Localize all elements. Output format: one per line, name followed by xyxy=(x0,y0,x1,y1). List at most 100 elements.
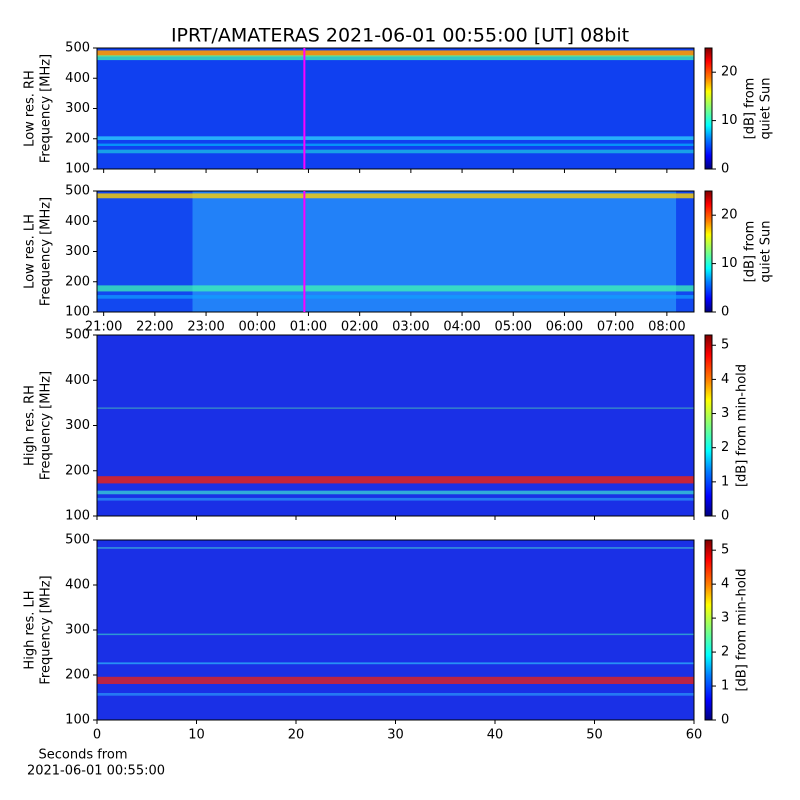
x-tick-label: 03:00 xyxy=(392,320,429,335)
heatmap-texture xyxy=(97,476,694,484)
colorbar-tick-label: 3 xyxy=(721,406,729,421)
y-axis-label: Frequency [MHz] xyxy=(39,371,54,480)
colorbar-tick-label: 10 xyxy=(721,113,738,128)
y-tick-label: 300 xyxy=(65,244,90,259)
x-tick-label: 01:00 xyxy=(290,320,327,335)
y-tick-label: 300 xyxy=(65,101,90,116)
colorbar-label: quiet Sun xyxy=(759,220,774,282)
y-tick-label: 400 xyxy=(65,71,90,86)
colorbar-label: [dB] from min-hold xyxy=(735,364,750,487)
y-tick-label: 200 xyxy=(65,131,90,146)
colorbar-tick-label: 0 xyxy=(721,509,729,524)
x-tick-label: 20 xyxy=(288,728,305,743)
colorbar-label: quiet Sun xyxy=(759,77,774,139)
x-tick-label: 60 xyxy=(686,728,703,743)
heatmap-texture xyxy=(97,490,694,495)
x-tick-label: 06:00 xyxy=(546,320,583,335)
y-tick-label: 400 xyxy=(65,578,90,593)
heatmap-texture xyxy=(97,55,694,61)
x-tick-label: 00:00 xyxy=(239,320,276,335)
colorbar-tick-label: 5 xyxy=(721,338,729,353)
x-tick-label: 04:00 xyxy=(443,320,480,335)
y-tick-label: 200 xyxy=(65,463,90,478)
colorbar-tick-label: 10 xyxy=(721,256,738,271)
y-tick-label: 200 xyxy=(65,668,90,683)
x-tick-label: 40 xyxy=(487,728,504,743)
colorbar-tick-label: 0 xyxy=(721,713,729,728)
colorbar-label: [dB] from xyxy=(743,78,758,140)
heatmap-texture xyxy=(97,676,694,684)
y-tick-label: 300 xyxy=(65,623,90,638)
y-tick-label: 500 xyxy=(65,328,90,343)
y-axis-label: Frequency [MHz] xyxy=(39,575,54,684)
y-axis-label: High res. LH xyxy=(23,590,38,669)
heatmap-texture xyxy=(97,285,694,292)
heatmap-texture xyxy=(97,407,694,409)
x-tick-label: 0 xyxy=(93,728,101,743)
x-tick-label: 08:00 xyxy=(648,320,685,335)
title: IPRT/AMATERAS 2021-06-01 00:55:00 [UT] 0… xyxy=(171,25,629,47)
heatmap-texture xyxy=(97,295,694,299)
colorbar-tick-label: 1 xyxy=(721,474,729,489)
y-tick-label: 100 xyxy=(65,509,90,524)
heatmap-texture xyxy=(97,547,694,549)
colorbar-label: [dB] from min-hold xyxy=(735,568,750,691)
x-tick-label: 05:00 xyxy=(495,320,532,335)
colorbar-tick-label: 4 xyxy=(721,372,729,387)
colorbar-tick-label: 20 xyxy=(721,208,738,223)
x-tick-label: 23:00 xyxy=(187,320,224,335)
heatmap-texture xyxy=(192,191,677,312)
heatmap-texture xyxy=(97,693,694,696)
heatmap-texture xyxy=(97,497,694,501)
heatmap-texture xyxy=(97,136,694,140)
colorbar-tick-label: 2 xyxy=(721,645,729,660)
colorbar xyxy=(704,539,713,721)
y-tick-label: 500 xyxy=(65,533,90,548)
colorbar-tick-label: 5 xyxy=(721,543,729,558)
heatmap-texture xyxy=(97,50,694,57)
y-tick-label: 100 xyxy=(65,162,90,177)
x-tick-label: 10 xyxy=(188,728,205,743)
y-tick-label: 400 xyxy=(65,373,90,388)
colorbar-label: [dB] from xyxy=(743,221,758,283)
x-axis-label: 2021-06-01 00:55:00 xyxy=(27,764,165,779)
heatmap-texture xyxy=(97,662,694,665)
colorbar-tick-label: 0 xyxy=(721,305,729,320)
x-tick-label: 50 xyxy=(586,728,603,743)
y-axis-label: Frequency [MHz] xyxy=(39,197,54,306)
heatmap-texture xyxy=(97,193,694,199)
x-tick-label: 30 xyxy=(387,728,404,743)
y-tick-label: 400 xyxy=(65,214,90,229)
y-axis-label: Low res. LH xyxy=(23,214,38,289)
colorbar-tick-label: 2 xyxy=(721,440,729,455)
y-tick-label: 500 xyxy=(65,41,90,56)
colorbar-tick-label: 0 xyxy=(721,162,729,177)
heatmap-texture xyxy=(97,633,694,636)
x-tick-label: 02:00 xyxy=(341,320,378,335)
colorbar-tick-label: 3 xyxy=(721,611,729,626)
y-tick-label: 200 xyxy=(65,274,90,289)
heatmap-texture xyxy=(97,143,694,147)
colorbar-tick-label: 1 xyxy=(721,679,729,694)
y-tick-label: 500 xyxy=(65,184,90,199)
y-axis-label: Low res. RH xyxy=(23,70,38,147)
heatmap-background xyxy=(97,335,694,516)
y-axis-label: Frequency [MHz] xyxy=(39,54,54,163)
colorbar-tick-label: 20 xyxy=(721,65,738,80)
heatmap-background xyxy=(97,48,694,169)
x-tick-label: 21:00 xyxy=(85,320,122,335)
x-tick-label: 07:00 xyxy=(597,320,634,335)
colorbar xyxy=(704,190,713,313)
x-tick-label: 22:00 xyxy=(136,320,173,335)
colorbar-tick-label: 4 xyxy=(721,577,729,592)
x-axis-label: Seconds from xyxy=(38,748,127,763)
heatmap-background xyxy=(97,540,694,720)
heatmap-texture xyxy=(97,149,694,154)
colorbar xyxy=(704,334,713,517)
colorbar xyxy=(704,47,713,170)
y-tick-label: 100 xyxy=(65,305,90,320)
y-tick-label: 300 xyxy=(65,418,90,433)
y-axis-label: High res. RH xyxy=(23,385,38,466)
y-tick-label: 100 xyxy=(65,713,90,728)
